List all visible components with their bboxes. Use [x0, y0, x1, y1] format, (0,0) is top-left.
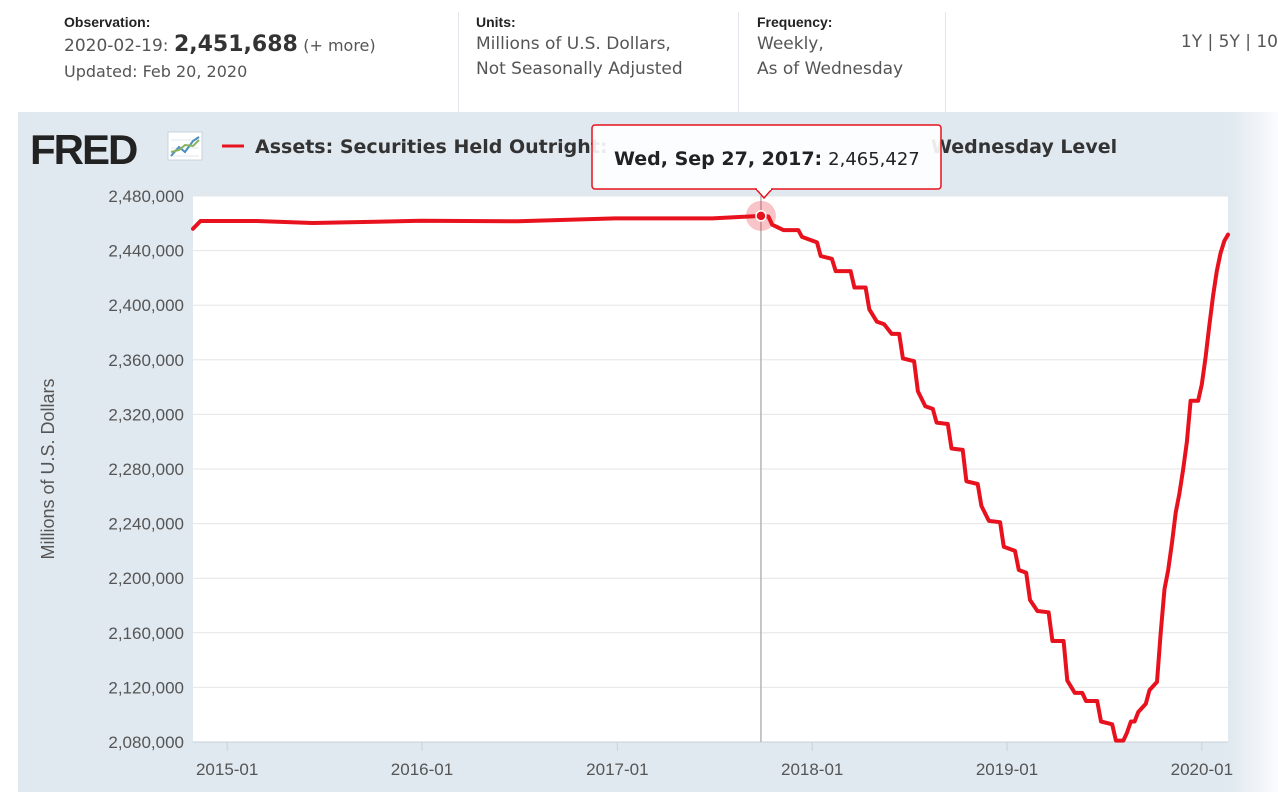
- date-range-selector[interactable]: 1Y | 5Y | 10: [1180, 32, 1278, 52]
- chart-area[interactable]: 2015-01 2016-01 2017-01 2018-01 2019-01 2020-…: [18, 112, 1278, 792]
- tooltip-value: 2,465,427: [828, 149, 920, 170]
- y-tick-label: 2,080,000: [108, 733, 184, 752]
- x-tick-label: 2015-01: [196, 760, 258, 779]
- y-tick-label: 2,400,000: [108, 296, 184, 315]
- observation-section: Observation: 2020-02-19: 2,451,688 (+ mo…: [64, 14, 376, 112]
- observation-value: 2,451,688: [173, 32, 298, 57]
- x-tick-label: 2017-01: [586, 760, 648, 779]
- x-tick-label: 2019-01: [976, 760, 1038, 779]
- legend-label: Assets: Securities Held Outright:: [255, 136, 607, 158]
- y-tick-label: 2,240,000: [108, 515, 184, 534]
- y-axis-title: Millions of U.S. Dollars: [38, 378, 58, 559]
- fred-logo: FRED: [30, 126, 203, 173]
- frequency-line-2: As of Wednesday: [757, 59, 904, 79]
- frequency-line-1: Weekly,: [757, 34, 824, 54]
- observation-line: 2020-02-19: 2,451,688 (+ more): [64, 32, 376, 59]
- observation-label: Observation:: [64, 14, 151, 30]
- y-tick-label: 2,280,000: [108, 460, 184, 479]
- highlight-point: [755, 210, 767, 222]
- divider: [458, 12, 459, 112]
- series-line: [191, 213, 1230, 743]
- y-tick-label: 2,120,000: [108, 678, 184, 697]
- series-group: [191, 200, 1230, 743]
- tooltip: Wed, Sep 27, 2017: 2,465,427: [591, 124, 942, 200]
- x-tick-label: 2018-01: [781, 760, 843, 779]
- y-tick-label: 2,320,000: [108, 405, 184, 424]
- line-chart[interactable]: 2015-01 2016-01 2017-01 2018-01 2019-01 2020-…: [18, 112, 1278, 792]
- observation-more-link[interactable]: (+ more): [303, 36, 376, 55]
- x-axis: 2015-01 2016-01 2017-01 2018-01 2019-01 2020-…: [193, 741, 1233, 779]
- y-tick-label: 2,360,000: [108, 351, 184, 370]
- units-label: Units:: [476, 14, 516, 30]
- gridlines: [193, 195, 1228, 688]
- header-notes: Observation: 2020-02-19: 2,451,688 (+ mo…: [0, 0, 1278, 112]
- divider: [738, 12, 739, 112]
- frequency-section: Frequency: Weekly, As of Wednesday: [757, 14, 903, 112]
- units-line-2: Not Seasonally Adjusted: [476, 59, 683, 79]
- x-tick-label: 2016-01: [391, 760, 453, 779]
- observation-date: 2020-02-19:: [64, 36, 169, 56]
- y-tick-label: 2,160,000: [108, 624, 184, 643]
- y-axis: 2,080,000 2,120,000 2,160,000 2,200,000 2,24…: [108, 187, 184, 752]
- y-tick-label: 2,440,000: [108, 242, 184, 261]
- y-tick-label: 2,200,000: [108, 569, 184, 588]
- updated-date: Updated: Feb 20, 2020: [64, 62, 248, 81]
- chart-trend-icon: [167, 131, 203, 161]
- x-tick-label: 2020-01: [1171, 760, 1233, 779]
- fred-logo-text: FRED: [30, 126, 137, 173]
- tooltip-text: Wed, Sep 27, 2017: 2,465,427: [614, 148, 920, 170]
- frequency-label: Frequency:: [757, 14, 833, 30]
- units-section: Units: Millions of U.S. Dollars, Not Sea…: [476, 14, 683, 112]
- y-tick-label: 2,480,000: [108, 187, 184, 206]
- tooltip-date: Wed, Sep 27, 2017:: [614, 148, 822, 170]
- units-line-1: Millions of U.S. Dollars,: [476, 34, 671, 54]
- legend-label-end: Wednesday Level: [931, 136, 1117, 158]
- divider: [945, 12, 946, 112]
